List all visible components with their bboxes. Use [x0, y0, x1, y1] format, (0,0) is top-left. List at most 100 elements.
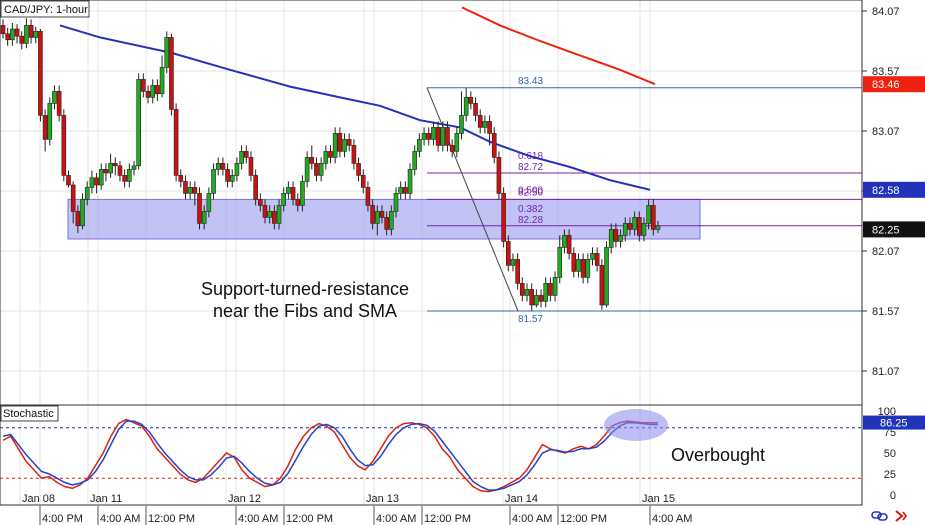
candle-body [379, 211, 385, 218]
moving-averages [59, 6, 656, 191]
indicator-title-box [0, 405, 59, 422]
candle-body [248, 157, 254, 176]
candle-body [253, 175, 258, 200]
candle-body [491, 133, 497, 158]
candle-body [482, 121, 488, 128]
chart-title-box [0, 0, 90, 18]
candle-body [108, 163, 113, 174]
price-tick-label: 83.07 [872, 126, 900, 138]
date-label: Jan 12 [228, 493, 261, 505]
candle-body [314, 163, 319, 176]
candle-body [112, 163, 118, 167]
support-annotation-line1: Support-turned-resistance [201, 279, 409, 299]
candle-body [496, 157, 502, 194]
candle-body [19, 35, 25, 44]
time-label: 12:00 PM [148, 513, 195, 525]
candle-body [38, 31, 43, 116]
candle-body [403, 187, 408, 194]
candle-body [604, 247, 609, 306]
candle-body [421, 133, 427, 140]
candle-body [239, 151, 244, 164]
stochastic-tick-label: 0 [890, 490, 896, 502]
price-badge-label: 83.46 [872, 79, 900, 91]
date-label: Jan 14 [505, 493, 538, 505]
candle-body [632, 217, 637, 230]
support-annotation-line2: near the Fibs and SMA [213, 301, 397, 321]
price-badge [863, 181, 925, 198]
candle-body [89, 177, 95, 188]
indicator-title: Stochastic [3, 408, 54, 420]
candle-body [304, 157, 310, 182]
candle-body [337, 133, 343, 152]
candle-body [562, 235, 567, 248]
candle-body [197, 193, 202, 224]
candle-body [520, 283, 525, 296]
candle-body [164, 37, 170, 68]
candle-body [56, 91, 62, 116]
candle-body [407, 169, 413, 194]
fib-ratio-label: 0.500 [518, 185, 543, 196]
candle-body [42, 115, 48, 140]
candle-body [618, 235, 623, 242]
stochastic-d-line [2, 418, 658, 493]
candle-body [169, 37, 174, 110]
price-tick-label: 82.07 [872, 246, 900, 258]
stochastic-tick-label: 75 [884, 427, 896, 439]
price-badges: 83.46 82.58 82.25 86.25 [863, 76, 925, 430]
candle-body [225, 169, 230, 182]
candle-body [192, 187, 198, 194]
candle-body [351, 145, 357, 164]
candle-body [258, 199, 263, 206]
candle-body [445, 127, 450, 146]
candle-body [66, 175, 71, 186]
price-tick-label: 81.57 [872, 306, 900, 318]
time-label: 4:00 AM [376, 513, 416, 525]
candle-body [262, 205, 268, 218]
candle-body [585, 259, 591, 278]
stochastic-tick-label: 100 [878, 406, 896, 418]
candle-body [473, 103, 478, 116]
fib-price-label: 81.57 [518, 314, 543, 325]
candle-body [524, 289, 530, 296]
candle-body [393, 193, 399, 212]
candle-body [636, 217, 642, 236]
candle-body [651, 205, 656, 230]
candle-body [141, 79, 146, 92]
candle-body [14, 28, 20, 37]
candle-body [117, 165, 123, 176]
candle-body [300, 181, 305, 206]
jump-to-latest-icon[interactable] [895, 510, 907, 522]
candle-body [487, 121, 492, 134]
candle-body [295, 199, 301, 206]
candle-body [281, 193, 287, 206]
candle-body [431, 127, 436, 140]
candle-body [272, 211, 277, 224]
sma-blue-line [59, 24, 651, 191]
candle-body [538, 295, 544, 302]
sma-red-line [461, 6, 656, 86]
candle-body [332, 133, 338, 158]
candle-body [571, 253, 577, 272]
link-icon[interactable] [871, 511, 888, 521]
candle-body [627, 223, 633, 230]
candle-body [290, 187, 296, 200]
time-label: 4:00 AM [238, 513, 278, 525]
price-tick-label: 83.57 [872, 66, 900, 78]
candle-body [206, 193, 212, 212]
candle-body [505, 241, 511, 266]
candle-body [356, 163, 361, 176]
candle-body [286, 187, 291, 194]
candle-body [61, 115, 67, 176]
price-tick-label: 84.07 [872, 6, 900, 18]
candle-body [459, 115, 464, 134]
stochastic-badge-label: 86.25 [880, 418, 908, 430]
time-label: 4:00 AM [512, 513, 552, 525]
candle-body [127, 169, 132, 182]
candle-body [215, 163, 221, 170]
candle-body [468, 97, 474, 104]
stochastic-lines [0, 418, 862, 493]
time-axis: Jan 08 4:00 PM Jan 11 4:00 AM 12:00 PM Jan 12… [22, 493, 692, 525]
candle-body [440, 127, 446, 146]
candle-body [122, 175, 127, 182]
candle-body [566, 235, 572, 254]
